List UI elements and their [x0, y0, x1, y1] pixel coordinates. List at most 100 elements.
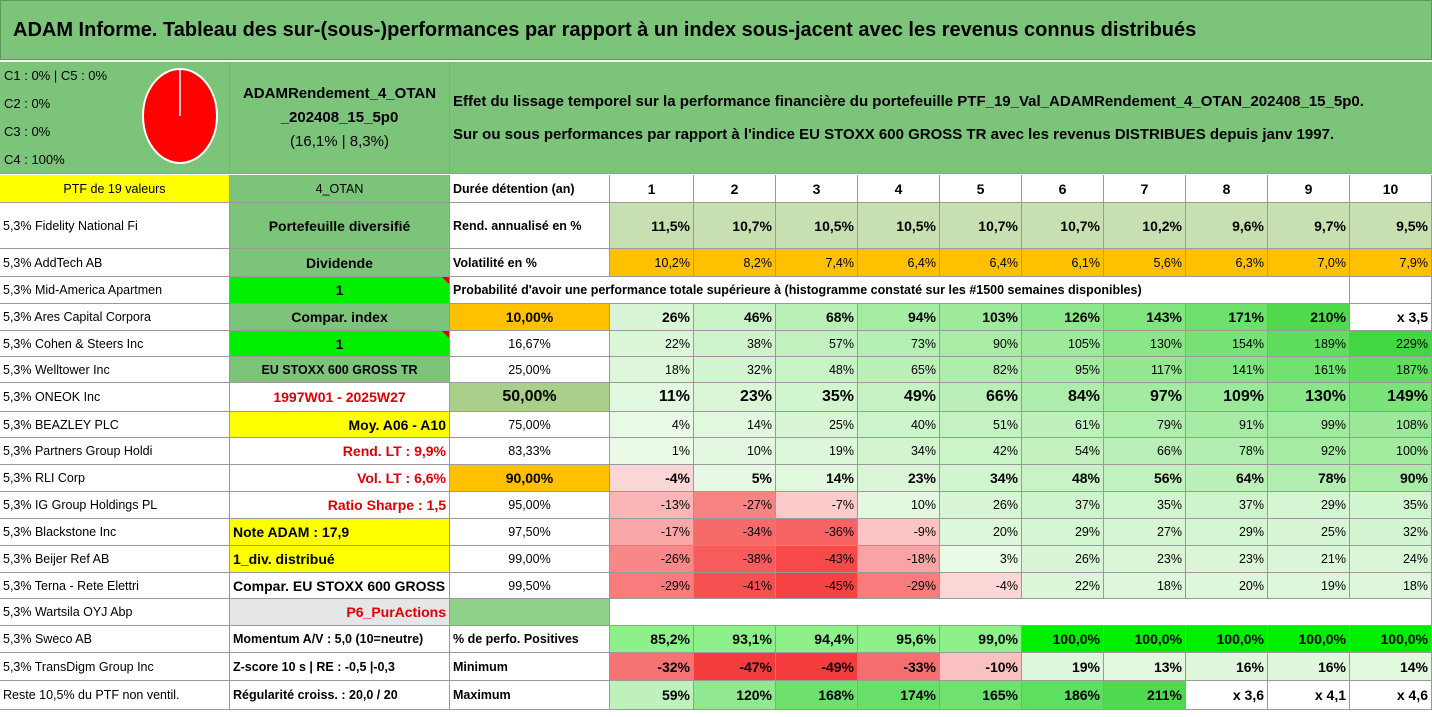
probability-label: 83,33% — [450, 438, 610, 465]
holding-name: 5,3% ONEOK Inc — [0, 383, 230, 412]
composition-box: C1 : 0% | C5 : 0% C2 : 0% C3 : 0% C4 : 1… — [0, 62, 230, 174]
spacer-cell — [610, 599, 1432, 626]
probability-value: 117% — [1104, 357, 1186, 383]
probability-label: 75,00% — [450, 412, 610, 438]
maximum-value: 59% — [610, 681, 694, 710]
probability-value: 22% — [1022, 573, 1104, 599]
fund-performance: (16,1% | 8,3%) — [290, 132, 389, 150]
probability-value: 210% — [1268, 304, 1350, 331]
vol-value: 7,9% — [1350, 249, 1432, 277]
year-header: 7 — [1104, 175, 1186, 203]
probability-value: 105% — [1022, 331, 1104, 357]
probability-value: 54% — [1022, 438, 1104, 465]
probability-value: 26% — [610, 304, 694, 331]
fund-name: ADAMRendement_4_OTAN — [242, 84, 437, 102]
probability-value: 24% — [1350, 546, 1432, 573]
probability-value: 10% — [694, 438, 776, 465]
info-cell: 1 — [230, 331, 450, 357]
maximum-label: Maximum — [450, 681, 610, 710]
minimum-value: -10% — [940, 653, 1022, 681]
probability-value: 48% — [1022, 465, 1104, 492]
probability-value: -29% — [858, 573, 940, 599]
vol-value: 5,6% — [1104, 249, 1186, 277]
probability-value: 61% — [1022, 412, 1104, 438]
empty-cell — [1350, 277, 1432, 304]
probability-value: 66% — [940, 383, 1022, 412]
info-cell: Dividende — [230, 249, 450, 277]
probability-value: 82% — [940, 357, 1022, 383]
positives-value: 99,0% — [940, 626, 1022, 653]
year-header: 10 — [1350, 175, 1432, 203]
description-box: Effet du lissage temporel sur la perform… — [450, 62, 1432, 174]
description-line: Effet du lissage temporel sur la perform… — [453, 92, 1364, 110]
portfolio-code: 4_OTAN — [230, 175, 450, 203]
probability-value: -13% — [610, 492, 694, 519]
probability-value: 68% — [776, 304, 858, 331]
positives-value: 85,2% — [610, 626, 694, 653]
probability-label: 99,00% — [450, 546, 610, 573]
probability-value: 141% — [1186, 357, 1268, 383]
probability-value: 92% — [1268, 438, 1350, 465]
report-title: ADAM Informe. Tableau des sur-(sous-)per… — [0, 0, 1432, 60]
probability-value: -9% — [858, 519, 940, 546]
probability-value: 29% — [1022, 519, 1104, 546]
probability-value: 97% — [1104, 383, 1186, 412]
probability-value: 32% — [694, 357, 776, 383]
probability-value: 3% — [940, 546, 1022, 573]
probability-value: 5% — [694, 465, 776, 492]
vol-value: 6,3% — [1186, 249, 1268, 277]
probability-label: 97,50% — [450, 519, 610, 546]
probability-value: 34% — [940, 465, 1022, 492]
info-cell: Note ADAM : 17,9 — [230, 519, 450, 546]
minimum-value: 14% — [1350, 653, 1432, 681]
probability-value: 42% — [940, 438, 1022, 465]
probability-value: -17% — [610, 519, 694, 546]
probability-value: 14% — [776, 465, 858, 492]
info-cell: Ratio Sharpe : 1,5 — [230, 492, 450, 519]
probability-label: 10,00% — [450, 304, 610, 331]
probability-value: -4% — [610, 465, 694, 492]
year-header: 3 — [776, 175, 858, 203]
probability-label: 95,00% — [450, 492, 610, 519]
probability-value: -27% — [694, 492, 776, 519]
probability-value: 4% — [610, 412, 694, 438]
probability-value: 143% — [1104, 304, 1186, 331]
info-cell: Moy. A06 - A10 — [230, 412, 450, 438]
probability-value: 29% — [1268, 492, 1350, 519]
holding-name: 5,3% RLI Corp — [0, 465, 230, 492]
probability-value: 149% — [1350, 383, 1432, 412]
rend-value: 9,5% — [1350, 203, 1432, 249]
rend-value: 10,5% — [776, 203, 858, 249]
holding-name: 5,3% Sweco AB — [0, 626, 230, 653]
year-header: 1 — [610, 175, 694, 203]
description-line: Sur ou sous performances par rapport à l… — [453, 125, 1335, 143]
rend-value: 10,7% — [1022, 203, 1104, 249]
minimum-value: 13% — [1104, 653, 1186, 681]
composition-pie-chart — [142, 68, 218, 164]
holding-name: 5,3% Cohen & Steers Inc — [0, 331, 230, 357]
info-cell: Compar. index — [230, 304, 450, 331]
holding-name: 5,3% Blackstone Inc — [0, 519, 230, 546]
positives-value: 95,6% — [858, 626, 940, 653]
year-header: 8 — [1186, 175, 1268, 203]
rend-value: 10,7% — [940, 203, 1022, 249]
holding-name: 5,3% Ares Capital Corpora — [0, 304, 230, 331]
holding-name: 5,3% Partners Group Holdi — [0, 438, 230, 465]
composition-line: C3 : 0% — [4, 124, 51, 139]
positives-label: % de perfo. Positives — [450, 626, 610, 653]
maximum-value: 168% — [776, 681, 858, 710]
fund-name-suffix: _202408_15_5p0 — [280, 108, 399, 126]
holding-name: 5,3% Fidelity National Fi — [0, 203, 230, 249]
probability-value: -4% — [940, 573, 1022, 599]
probability-value: -26% — [610, 546, 694, 573]
minimum-label: Minimum — [450, 653, 610, 681]
probability-value: 161% — [1268, 357, 1350, 383]
probability-value: 46% — [694, 304, 776, 331]
vol-value: 8,2% — [694, 249, 776, 277]
probability-value: 171% — [1186, 304, 1268, 331]
info-cell: EU STOXX 600 GROSS TR — [230, 357, 450, 383]
probability-value: 103% — [940, 304, 1022, 331]
rend-value: 10,5% — [858, 203, 940, 249]
year-header: 2 — [694, 175, 776, 203]
